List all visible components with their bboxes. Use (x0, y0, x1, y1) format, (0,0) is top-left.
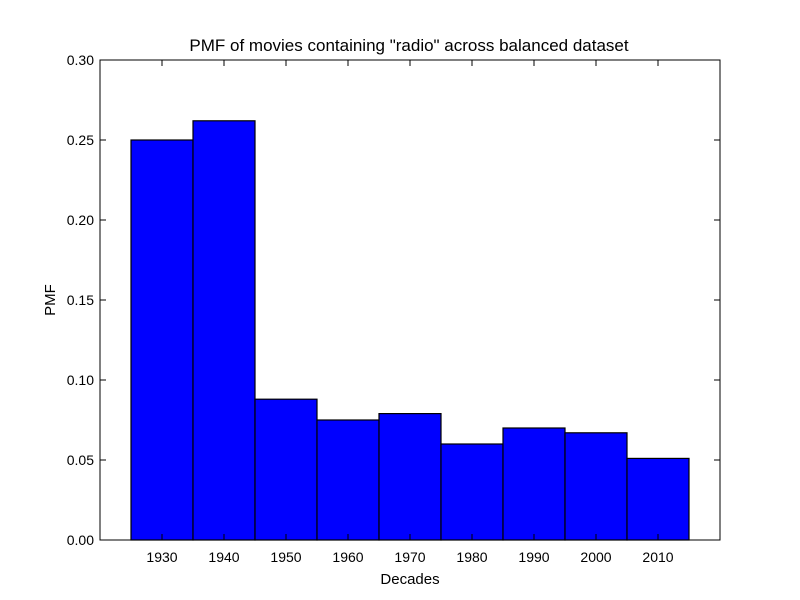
y-tick-label-0.00: 0.00 (67, 532, 94, 548)
x-axis-ticks: 1930 1940 1950 1960 1970 1980 1990 2000 2010 (146, 60, 674, 565)
x-tick-label-1990: 1990 (518, 549, 549, 565)
y-tick-label-0.10: 0.10 (67, 372, 94, 388)
y-axis-ticks: 0.00 0.05 0.10 0.15 0.20 0.25 0.30 (67, 52, 720, 548)
x-tick-label-2010: 2010 (642, 549, 673, 565)
x-tick-label-1970: 1970 (394, 549, 425, 565)
bar-1960 (316, 419, 380, 541)
bar-1930 (130, 139, 194, 541)
bar-1980 (440, 443, 504, 541)
x-tick-label-1960: 1960 (332, 549, 363, 565)
chart-title: PMF of movies containing "radio" across … (189, 36, 628, 55)
x-tick-label-2000: 2000 (580, 549, 611, 565)
y-axis-label: PMF (42, 284, 59, 316)
bar-2000 (564, 432, 628, 541)
x-tick-label-1980: 1980 (456, 549, 487, 565)
x-axis-label: Decades (380, 571, 439, 588)
y-tick-label-0.20: 0.20 (67, 212, 94, 228)
y-tick-label-0.15: 0.15 (67, 292, 94, 308)
y-tick-label-0.25: 0.25 (67, 132, 94, 148)
y-tick-label-0.30: 0.30 (67, 52, 94, 68)
x-tick-label-1940: 1940 (208, 549, 239, 565)
bar-1940 (192, 120, 256, 541)
bars (130, 120, 690, 541)
bar-2010 (626, 457, 690, 541)
y-tick-label-0.05: 0.05 (67, 452, 94, 468)
bar-1990 (502, 427, 566, 541)
x-tick-label-1930: 1930 (146, 549, 177, 565)
bar-1950 (254, 398, 318, 541)
x-tick-label-1950: 1950 (270, 549, 301, 565)
bar-1970 (378, 413, 442, 541)
